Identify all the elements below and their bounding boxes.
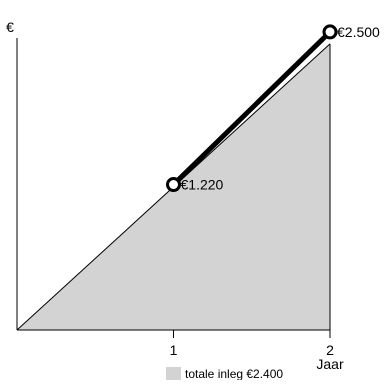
data-point-label: €1.220	[181, 177, 224, 193]
data-point-marker	[166, 177, 181, 193]
legend-label: totale inleg €2.400	[185, 367, 283, 380]
x-axis-label: Jaar	[316, 356, 344, 372]
x-tick-label: 1	[170, 342, 178, 358]
legend-swatch	[166, 367, 181, 380]
y-axis-label: €	[6, 19, 14, 35]
value-line	[171, 29, 333, 188]
data-point-marker	[322, 24, 338, 40]
data-point-label: €2.500	[337, 24, 380, 40]
x-tick-label: 2	[326, 342, 334, 358]
